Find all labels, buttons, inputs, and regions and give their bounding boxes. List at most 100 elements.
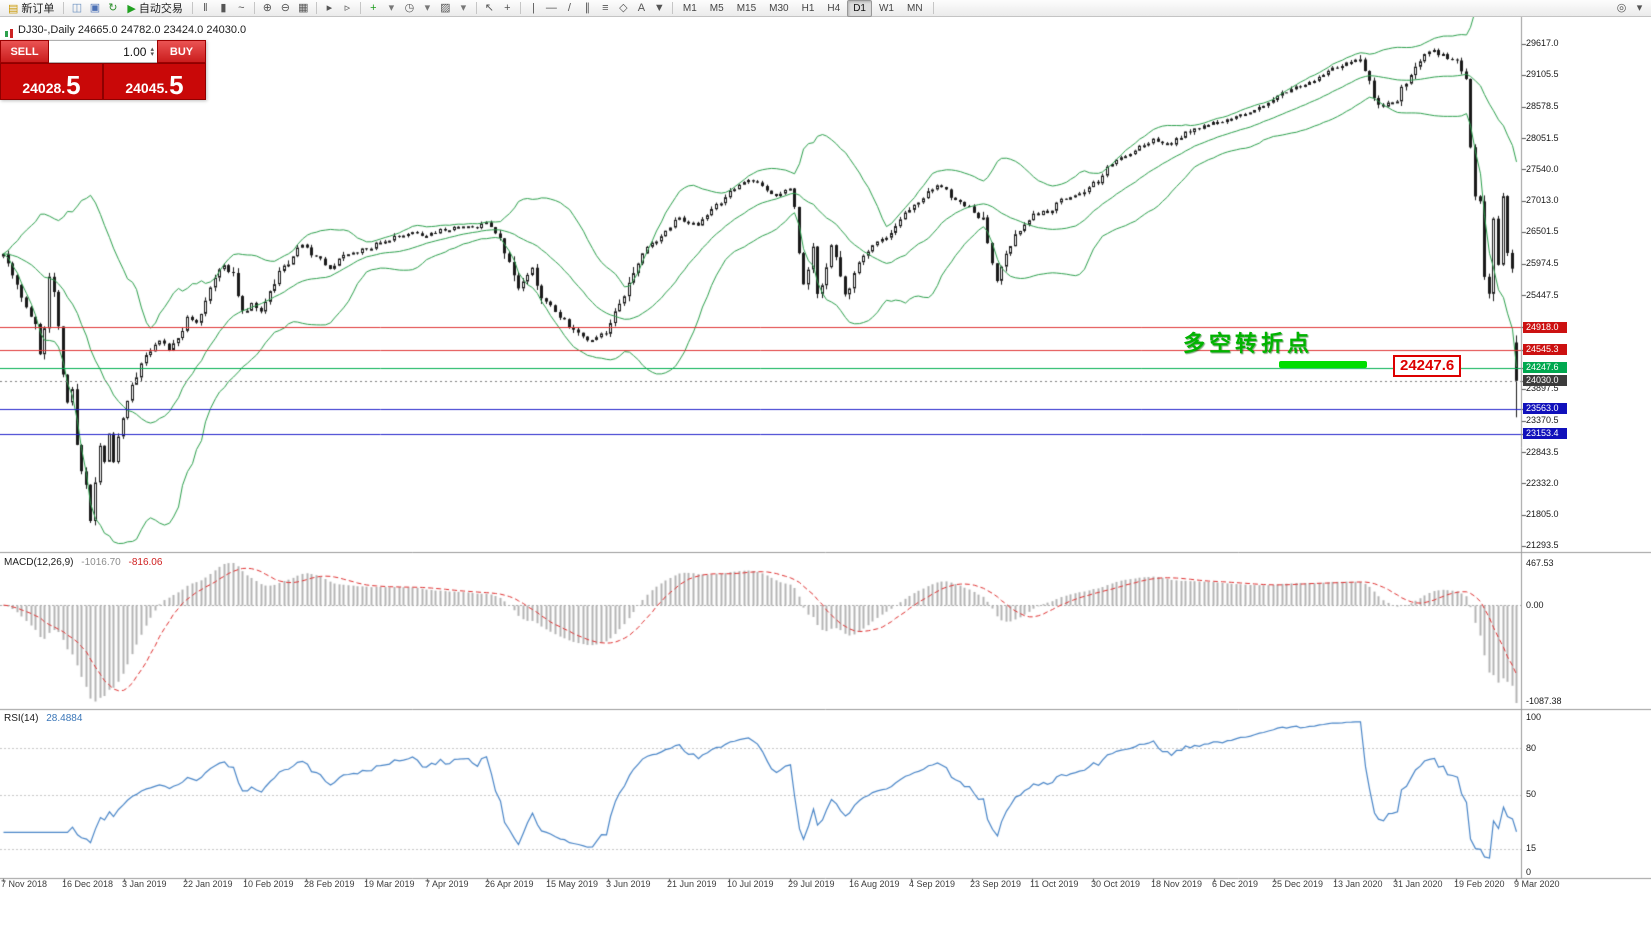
cursor-icon: ↖ — [484, 1, 494, 14]
objects-dropdown-icon[interactable]: ▾ — [1631, 1, 1648, 16]
macd-main-value: -1016.70 — [81, 557, 121, 568]
timeframe-h4[interactable]: H4 — [827, 2, 841, 14]
chart-shift-icon[interactable]: ▹ — [339, 1, 356, 16]
timeframe-m1[interactable]: M1 — [682, 2, 697, 14]
refresh-icon: ↻ — [108, 1, 118, 14]
equidistant-channel-icon[interactable]: ∥ — [579, 1, 596, 16]
templates-icon[interactable]: ▨ — [437, 1, 454, 16]
trendline-icon[interactable]: / — [561, 1, 578, 16]
shapes-icon[interactable]: ◇ — [615, 1, 632, 16]
chart-shift-icon: ▹ — [344, 1, 351, 14]
sell-price-main: 24028. — [22, 79, 66, 96]
indicators-dropdown-icon: ▾ — [388, 1, 395, 14]
tile-windows-icon: ▦ — [298, 1, 309, 14]
toolbar-separator — [359, 2, 361, 14]
auto-scroll-icon: ▸ — [326, 1, 333, 14]
new-chart-icon: ◫ — [71, 1, 83, 14]
candlestick-chart-icon[interactable]: ▮ — [215, 1, 232, 16]
templates-dropdown-icon: ▾ — [460, 1, 467, 14]
rsi-indicator-label: RSI(14) 28.4884 — [4, 713, 82, 724]
new-order-button[interactable]: ▤ 新订单 — [3, 1, 59, 16]
spinner-up-icon[interactable]: ▴ — [150, 45, 154, 53]
buy-button[interactable]: BUY — [157, 40, 206, 63]
turning-point-annotation: 多空转折点 — [1183, 331, 1314, 356]
zoom-in-icon[interactable]: ⊕ — [259, 1, 276, 16]
text-label-icon[interactable]: A — [633, 1, 650, 16]
cursor-icon[interactable]: ↖ — [481, 1, 498, 16]
timeframe-h1[interactable]: H1 — [801, 2, 815, 14]
timeframe-m15[interactable]: M15 — [736, 2, 757, 14]
line-chart-icon[interactable]: ~ — [233, 1, 250, 16]
new-order-icon: ▤ — [8, 2, 19, 15]
new-chart-icon[interactable]: ◫ — [68, 1, 85, 16]
zoom-out-icon: ⊖ — [280, 1, 290, 14]
rsi-value: 28.4884 — [46, 713, 83, 724]
trade-panel-price-row: 24028. 5 24045. 5 — [0, 63, 206, 100]
timeframe-m5[interactable]: M5 — [709, 2, 724, 14]
arrow-objects-icon: ▼ — [653, 1, 665, 14]
fibonacci-icon[interactable]: ≡ — [597, 1, 614, 16]
toolbar-separator — [671, 2, 673, 14]
indicators-dropdown-icon[interactable]: ▾ — [383, 1, 400, 16]
arrow-objects-icon[interactable]: ▼ — [651, 1, 668, 16]
volume-field[interactable]: 1.00 ▴ ▾ — [49, 40, 157, 63]
chart-title-icon — [4, 26, 16, 44]
fibonacci-icon: ≡ — [602, 1, 609, 14]
timeframe-w1[interactable]: W1 — [878, 2, 894, 14]
tile-windows-icon[interactable]: ▦ — [295, 1, 312, 16]
auto-trading-play-icon: ▶ — [127, 2, 136, 15]
rsi-name: RSI(14) — [4, 713, 39, 724]
volume-value: 1.00 — [123, 44, 147, 59]
macd-indicator-label: MACD(12,26,9) -1016.70 -816.06 — [4, 557, 162, 568]
indicators-icon[interactable]: + — [365, 1, 382, 16]
objects-dropdown-icon: ▾ — [1636, 1, 1643, 14]
periods-dropdown-icon[interactable]: ▾ — [419, 1, 436, 16]
refresh-icon[interactable]: ↻ — [104, 1, 121, 16]
bar-chart-icon[interactable]: ‖ — [197, 1, 214, 16]
macd-signal-value: -816.06 — [128, 557, 163, 568]
toolbar-separator — [932, 2, 934, 14]
sell-price-big-digit: 5 — [66, 69, 81, 100]
buy-price[interactable]: 24045. 5 — [103, 63, 206, 100]
equidistant-channel-icon: ∥ — [584, 1, 591, 14]
timeframe-mn[interactable]: MN — [906, 2, 923, 14]
timeframe-m30[interactable]: M30 — [769, 2, 789, 14]
toolbar-separator — [63, 2, 65, 14]
profiles-icon[interactable]: ▣ — [86, 1, 103, 16]
templates-dropdown-icon[interactable]: ▾ — [455, 1, 472, 16]
magnifier-icon[interactable]: ◎ — [1613, 1, 1630, 16]
periods-dropdown-icon: ▾ — [424, 1, 431, 14]
timeframe-d1[interactable]: D1 — [847, 0, 872, 17]
indicators-icon: + — [370, 1, 377, 14]
macd-name: MACD(12,26,9) — [4, 557, 74, 568]
zoom-out-icon[interactable]: ⊖ — [277, 1, 294, 16]
sell-button[interactable]: SELL — [0, 40, 49, 63]
vertical-line-icon[interactable]: | — [525, 1, 542, 16]
one-click-trade-panel: SELL 1.00 ▴ ▾ BUY 24028. 5 24045. 5 — [0, 40, 206, 100]
horizontal-line-icon[interactable]: — — [543, 1, 560, 16]
toolbar-separator — [475, 2, 477, 14]
crosshair-icon[interactable]: + — [499, 1, 516, 16]
sell-price[interactable]: 24028. 5 — [0, 63, 103, 100]
trade-panel-header-row: SELL 1.00 ▴ ▾ BUY — [0, 40, 206, 63]
crosshair-icon: + — [504, 1, 511, 14]
periods-icon[interactable]: ◷ — [401, 1, 418, 16]
shapes-icon: ◇ — [619, 1, 628, 14]
horizontal-line-icon: — — [545, 1, 557, 14]
price-callout-label: 24247.6 — [1393, 355, 1462, 377]
toolbar-separator — [315, 2, 317, 14]
auto-scroll-icon[interactable]: ▸ — [321, 1, 338, 16]
vertical-line-icon: | — [531, 1, 535, 14]
magnifier-icon: ◎ — [1616, 1, 1627, 14]
new-order-button-label: 新订单 — [21, 3, 55, 15]
profiles-icon: ▣ — [89, 1, 101, 14]
volume-spinner[interactable]: ▴ ▾ — [150, 45, 154, 58]
auto-trading-button[interactable]: ▶ 自动交易 — [122, 1, 187, 16]
trendline-highlight[interactable] — [1279, 361, 1367, 368]
buy-price-big-digit: 5 — [169, 69, 184, 100]
toolbar-separator — [519, 2, 521, 14]
toolbar-separator — [253, 2, 255, 14]
top-toolbar: ▤ 新订单 ◫ ▣ ↻ ▶ 自动交易 ‖ ▮ ~ ⊕ ⊖ ▦ ▸ ▹ + ▾ ◷ ▾ ▨ ▾ ↖ + | — / ∥ ≡ ◇ A ▼ M1 M5… — [0, 0, 1651, 17]
spinner-down-icon[interactable]: ▾ — [150, 50, 154, 58]
price-chart-canvas[interactable] — [0, 17, 1651, 945]
